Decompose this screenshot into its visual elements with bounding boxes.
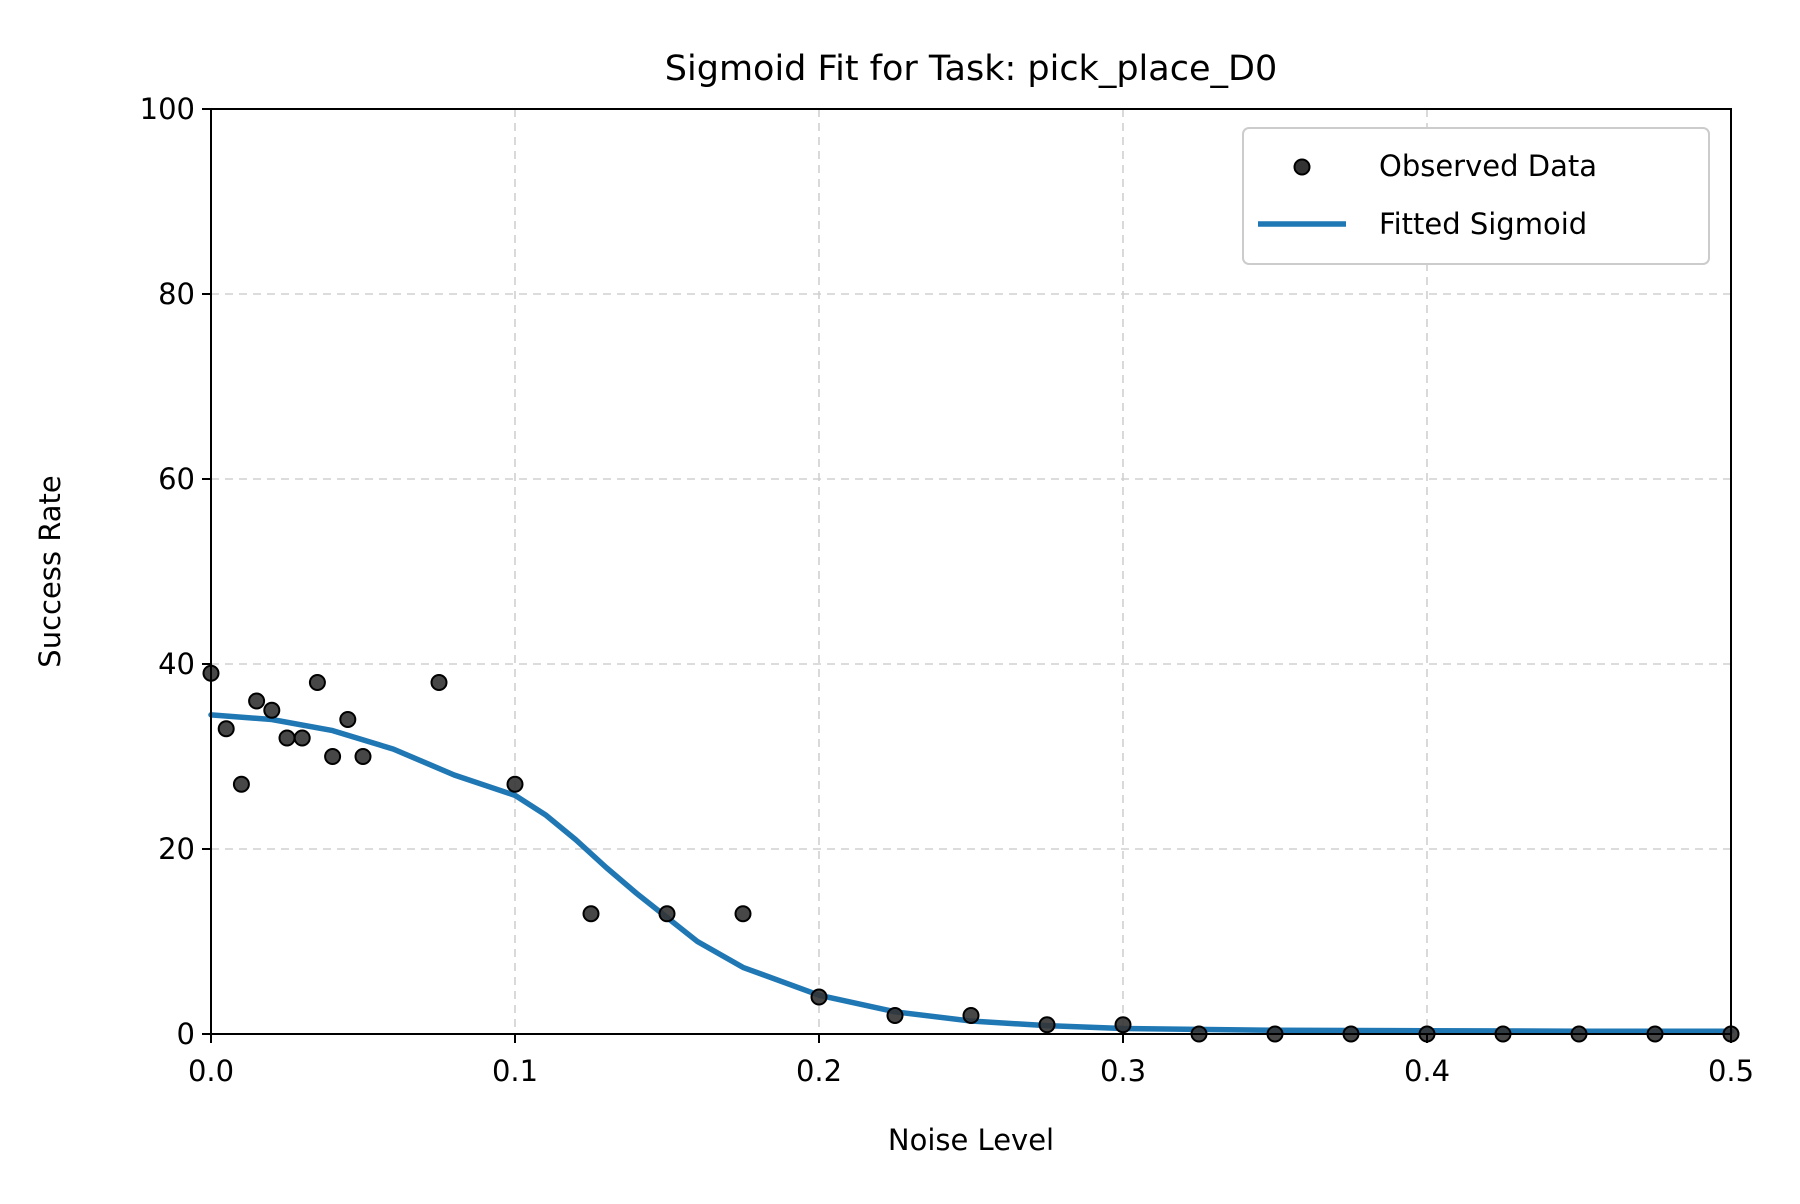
legend: Observed Data Fitted Sigmoid — [1242, 127, 1710, 265]
observed-data-point — [582, 905, 600, 923]
observed-data-point — [1114, 1016, 1132, 1034]
legend-label-observed: Observed Data — [1379, 149, 1597, 183]
x-tick-label: 0.3 — [1100, 1054, 1146, 1088]
legend-marker-observed — [1293, 158, 1311, 176]
observed-data-point — [308, 674, 326, 691]
x-tick-label: 0.5 — [1708, 1054, 1754, 1088]
y-tick-label: 60 — [158, 462, 195, 496]
observed-data-point — [278, 729, 296, 747]
y-tick-label: 80 — [158, 277, 195, 311]
observed-data-point — [263, 701, 281, 719]
observed-data-point — [506, 775, 524, 793]
x-tick-label: 0.4 — [1404, 1054, 1450, 1088]
series-layer — [202, 664, 1740, 1043]
observed-data-point — [1038, 1016, 1056, 1034]
tick-layer: 0.0 0.1 0.2 0.3 0.4 0.5 0 20 40 60 80 100 — [140, 92, 1754, 1088]
y-tick-label: 20 — [158, 832, 195, 866]
observed-data-point — [248, 692, 266, 710]
plot-frame — [210, 108, 1732, 1035]
x-tick-label: 0.0 — [188, 1054, 234, 1088]
x-tick-label: 0.1 — [492, 1054, 538, 1088]
y-tick-label: 40 — [158, 647, 195, 681]
legend-label-sigmoid: Fitted Sigmoid — [1379, 207, 1587, 241]
y-tick-label: 100 — [140, 92, 195, 126]
observed-data-point — [293, 729, 311, 747]
y-tick-label: 0 — [177, 1017, 195, 1051]
observed-data-point — [324, 748, 342, 765]
chart-title: Sigmoid Fit for Task: pick_place_D0 — [665, 49, 1277, 89]
observed-data-point — [232, 775, 250, 793]
observed-data-point — [430, 674, 448, 691]
x-axis-title: Noise Level — [888, 1123, 1054, 1157]
y-axis-title: Success Rate — [33, 475, 67, 667]
observed-data-point — [217, 720, 235, 738]
x-tick-label: 0.2 — [796, 1054, 842, 1088]
observed-data-point — [734, 905, 752, 923]
observed-data-point — [962, 1007, 980, 1024]
observed-data-point — [886, 1007, 904, 1024]
observed-data-point — [658, 905, 676, 923]
observed-data-point — [339, 711, 357, 728]
observed-data-point — [354, 748, 372, 765]
observed-data-point — [810, 988, 828, 1006]
legend-box — [1242, 127, 1710, 265]
